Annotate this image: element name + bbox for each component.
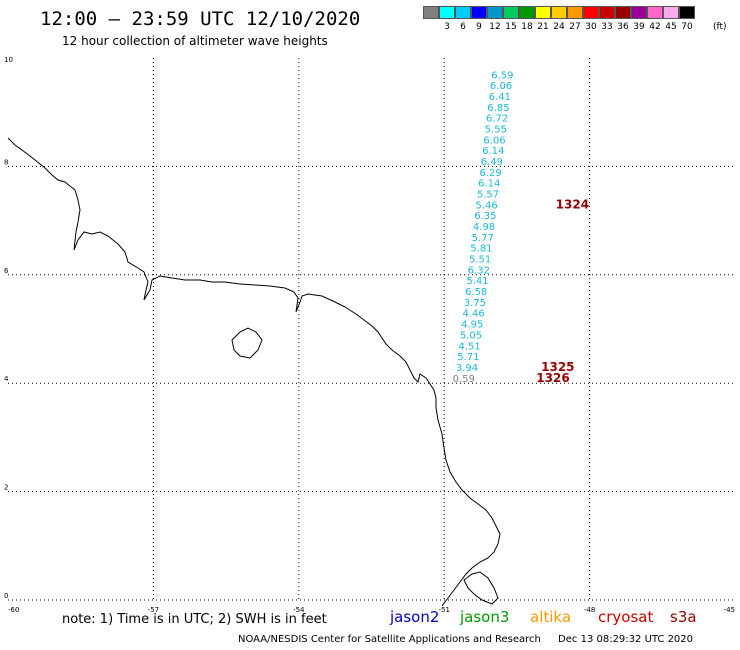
legend-label: 30 <box>585 22 597 32</box>
pass-number-label: 1326 <box>536 371 569 385</box>
wave-height-label: 5.77 <box>472 233 494 244</box>
x-tick-label: -45 <box>724 606 735 614</box>
legend-label: 70 <box>681 22 693 32</box>
legend-label: 42 <box>649 22 661 32</box>
x-tick-label: -54 <box>293 606 305 614</box>
legend-swatch <box>471 6 487 19</box>
wave-height-label: 6.32 <box>468 265 490 276</box>
pass-number-label: 1325 <box>541 360 574 374</box>
satellite-jason2: jason2 <box>390 608 440 626</box>
legend-swatch <box>599 6 615 19</box>
legend-label: 21 <box>537 22 549 32</box>
legend-label: 12 <box>489 22 501 32</box>
satellite-s3a: s3a <box>670 608 697 626</box>
note-text: note: 1) Time is in UTC; 2) SWH is in fe… <box>62 612 327 627</box>
wave-height-label: 5.41 <box>466 276 488 287</box>
legend-swatch <box>631 6 647 19</box>
wave-height-label: 6.41 <box>489 92 511 103</box>
satellite-cryosat: cryosat <box>598 608 654 626</box>
legend-swatch <box>663 6 679 19</box>
wave-height-label: 4.98 <box>473 222 495 233</box>
legend-swatch <box>487 6 503 19</box>
y-tick-label: 10 <box>4 56 13 64</box>
axis-ticks: -60 -57 -54 -51 -48 -45 0 2 4 6 8 10 <box>4 56 735 614</box>
legend-label: 9 <box>476 22 482 32</box>
wave-height-label: 6.14 <box>482 146 504 157</box>
x-tick-label: -60 <box>8 606 19 614</box>
island <box>231 327 263 359</box>
legend-swatch <box>535 6 551 19</box>
legend-swatch <box>583 6 599 19</box>
lat-lon-grid <box>8 58 735 601</box>
wave-height-label: 6.59 <box>491 70 513 81</box>
wave-height-label: 5.57 <box>477 190 499 201</box>
legend-label: 39 <box>633 22 645 32</box>
y-tick-label: 2 <box>4 484 8 492</box>
legend-label: 33 <box>601 22 613 32</box>
footer: NOAA/NESDIS Center for Satellite Applica… <box>238 634 693 645</box>
wave-height-label: 4.95 <box>461 320 483 331</box>
wave-height-label: 3.94 <box>456 363 478 374</box>
wave-height-label: 6.85 <box>487 103 509 114</box>
footer-org: NOAA/NESDIS Center for Satellite Applica… <box>238 634 541 645</box>
x-tick-label: -51 <box>438 606 449 614</box>
coastline <box>7 137 501 607</box>
legend-label: 18 <box>521 22 533 32</box>
legend-swatch <box>455 6 471 19</box>
legend-swatch <box>647 6 663 19</box>
altimeter-track: 6.596.066.416.856.725.556.066.146.496.29… <box>453 70 589 385</box>
wave-height-label: 6.06 <box>490 81 512 92</box>
wave-height-label: 5.46 <box>476 200 498 211</box>
legend-swatch <box>519 6 535 19</box>
y-tick-label: 4 <box>4 375 9 383</box>
bay-island <box>463 571 499 605</box>
map-subtitle: 12 hour collection of altimeter wave hei… <box>62 34 328 48</box>
wave-height-label: 6.72 <box>486 114 508 125</box>
wave-height-label: 5.55 <box>485 124 507 135</box>
legend-swatch <box>567 6 583 19</box>
y-tick-label: 6 <box>4 267 9 275</box>
legend-swatch <box>551 6 567 19</box>
x-tick-label: -57 <box>148 606 159 614</box>
y-tick-label: 0 <box>4 592 8 600</box>
color-legend-labels: 3 6 9 12 15 18 21 24 27 30 33 36 39 42 45 70 <box>423 22 695 32</box>
x-tick-label: -48 <box>584 606 595 614</box>
wave-height-label: 5.81 <box>470 244 492 255</box>
color-legend <box>423 6 695 19</box>
legend-label: 24 <box>553 22 565 32</box>
y-tick-label: 8 <box>4 158 8 166</box>
satellite-altika: altika <box>530 608 572 626</box>
wave-height-label: 5.71 <box>457 352 479 363</box>
legend-swatch <box>423 6 439 19</box>
wave-height-label: 3.75 <box>464 298 486 309</box>
wave-height-label: 4.51 <box>459 341 481 352</box>
wave-height-label: 4.46 <box>462 309 484 320</box>
wave-height-label: 6.49 <box>481 157 503 168</box>
pass-number-label: 1324 <box>556 197 589 211</box>
wave-height-label: 6.06 <box>483 135 505 146</box>
satellite-jason3: jason3 <box>460 608 510 626</box>
wave-height-label: 5.05 <box>460 330 482 341</box>
wave-height-label: 6.29 <box>479 168 501 179</box>
legend-label: 45 <box>665 22 677 32</box>
wave-height-label-grey: 0.59 <box>453 374 475 385</box>
legend-units: (ft) <box>713 22 727 32</box>
map-title: 12:00 – 23:59 UTC 12/10/2020 <box>40 8 361 30</box>
legend-swatch <box>615 6 631 19</box>
footer-date: Dec 13 08:29:32 UTC 2020 <box>558 634 694 645</box>
legend-label: 6 <box>460 22 466 32</box>
legend-swatch <box>679 6 695 19</box>
wave-height-label: 6.58 <box>465 287 487 298</box>
legend-label: 3 <box>444 22 450 32</box>
legend-label: 27 <box>569 22 581 32</box>
wave-height-label: 6.35 <box>474 211 496 222</box>
legend-label: 15 <box>505 22 517 32</box>
legend-swatch <box>503 6 519 19</box>
wave-height-label: 5.51 <box>469 255 491 266</box>
legend-label: 36 <box>617 22 629 32</box>
legend-swatch <box>439 6 455 19</box>
wave-height-label: 6.14 <box>478 179 500 190</box>
